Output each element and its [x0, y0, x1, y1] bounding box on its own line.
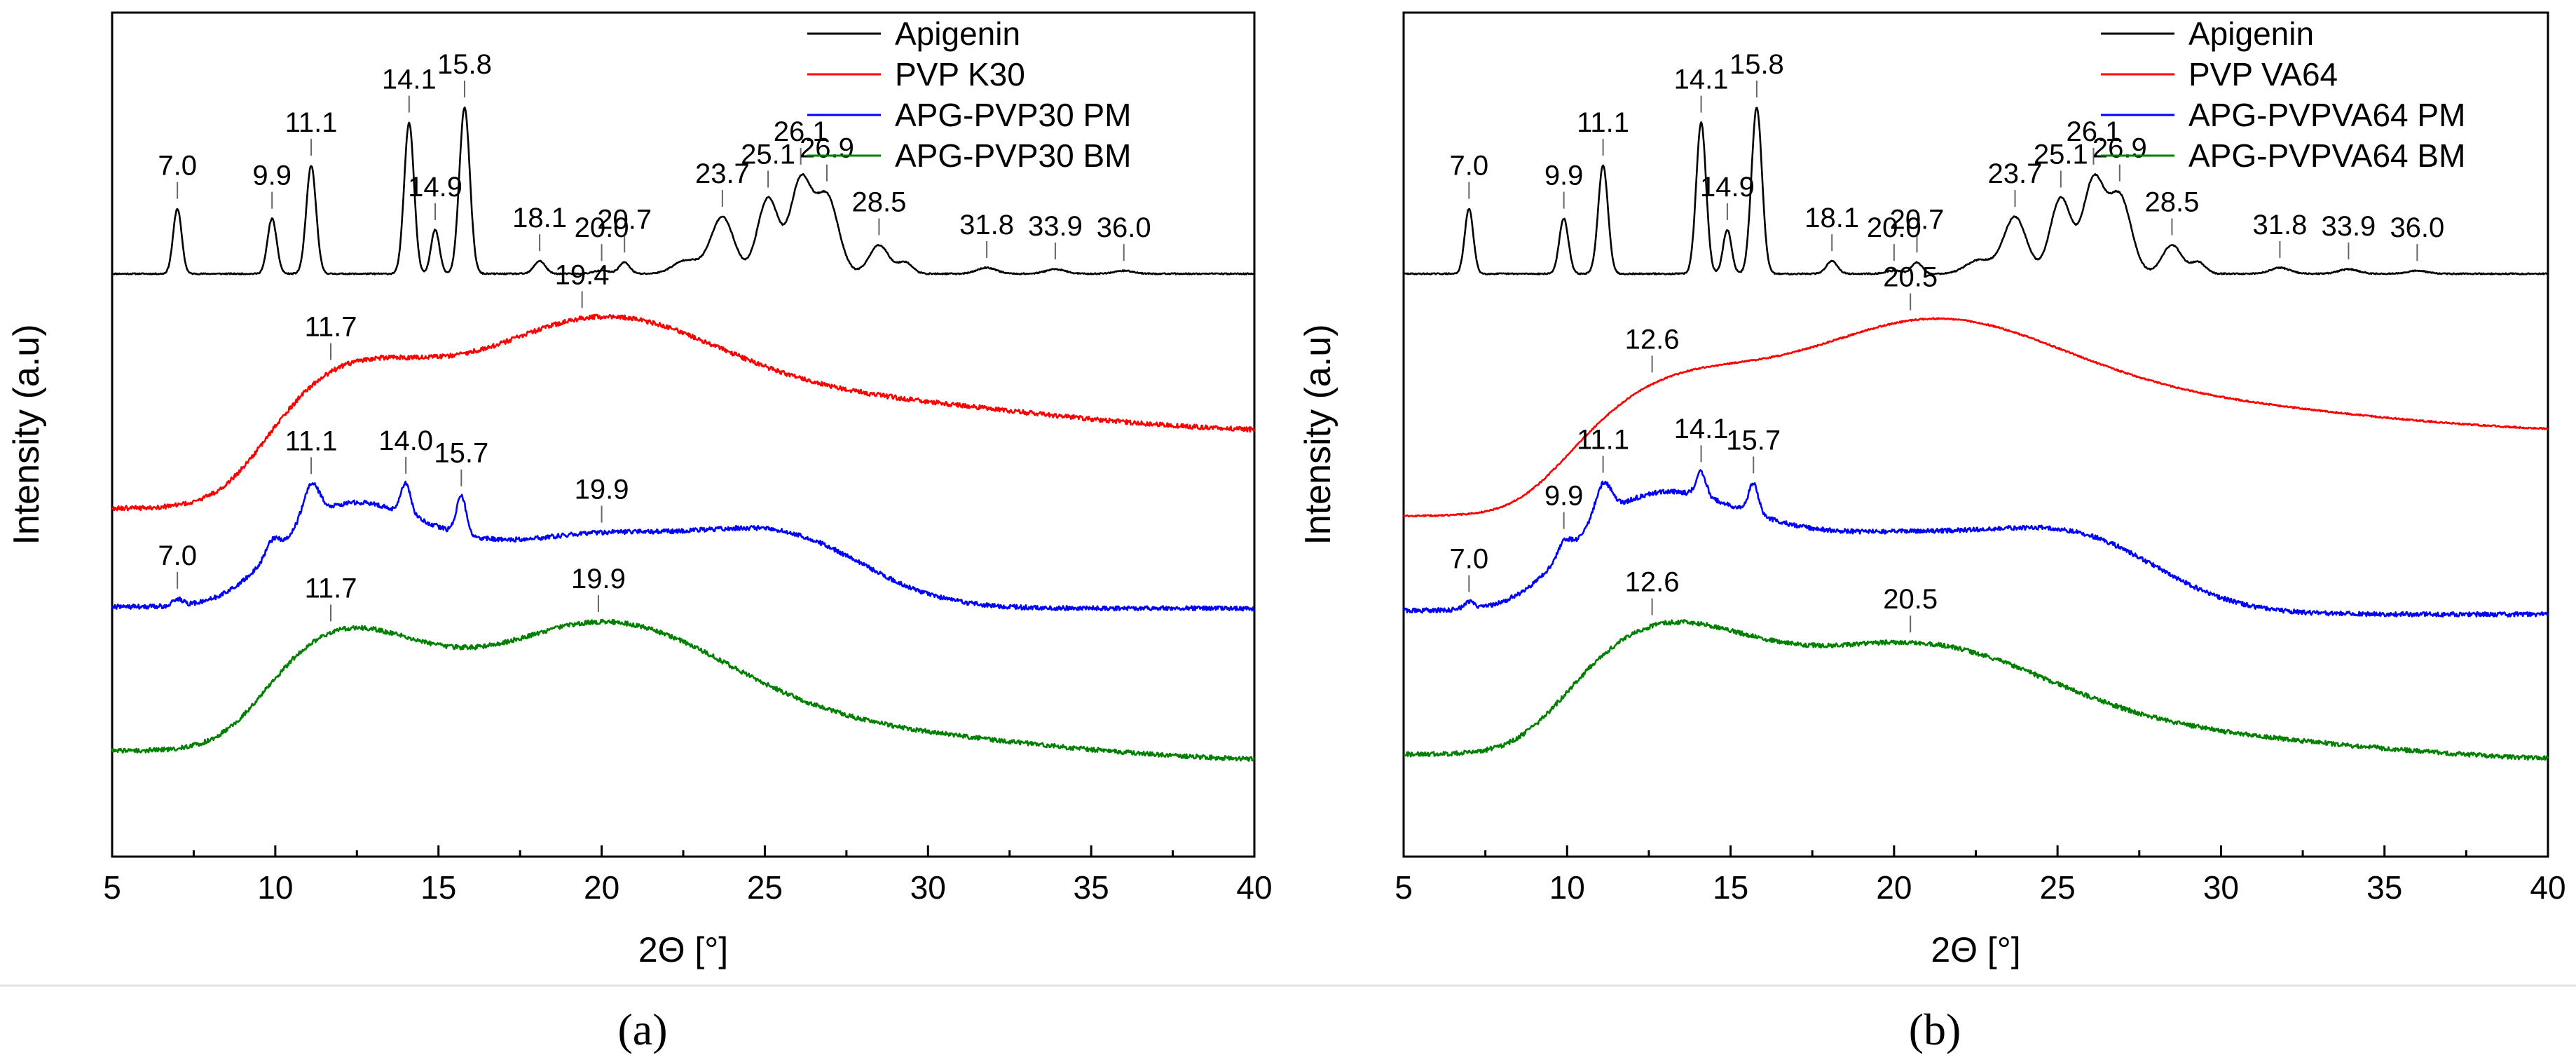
peak-label: 26.1: [774, 116, 828, 147]
x-tick-label: 5: [103, 869, 121, 906]
x-tick-label: 10: [1549, 869, 1585, 906]
panel-b-caption: (b): [1909, 1005, 1961, 1054]
series-line-1: [1402, 317, 2549, 518]
peak-label: 14.0: [378, 426, 433, 456]
legend-label: APG-PVP30 BM: [895, 137, 1131, 174]
peak-label: 33.9: [2321, 211, 2376, 242]
legend-label: PVP K30: [895, 56, 1025, 93]
peak-label: 26.1: [2067, 116, 2121, 147]
x-tick-label: 30: [2203, 869, 2239, 906]
x-tick-label: 25: [747, 869, 783, 906]
peak-label: 18.1: [1804, 203, 1859, 233]
peak-label: 25.1: [2034, 139, 2088, 170]
peak-label: 23.7: [1988, 158, 2043, 189]
peak-label: 14.1: [1674, 414, 1729, 444]
panel-a-caption: (a): [617, 1005, 667, 1054]
peak-label: 14.1: [382, 64, 437, 95]
series-line-1: [111, 313, 1256, 512]
peak-label: 9.9: [1544, 481, 1584, 512]
peak-label: 20.7: [597, 204, 652, 235]
peak-label: 11.1: [285, 107, 338, 138]
peak-label: 11.1: [1577, 424, 1629, 455]
peak-label: 15.8: [437, 49, 492, 80]
y-axis-title: Intensity (a.u): [1298, 324, 1338, 545]
peak-label: 19.4: [555, 259, 610, 290]
peak-label: 7.0: [1450, 543, 1489, 574]
peak-label: 7.0: [1450, 151, 1489, 182]
x-tick-label: 35: [1074, 869, 1109, 906]
peak-label: 9.9: [252, 161, 292, 191]
series-line-2: [111, 480, 1255, 612]
x-tick-label: 40: [1236, 869, 1272, 906]
peak-label: 19.9: [575, 475, 629, 505]
peak-label: 14.1: [1674, 64, 1729, 95]
series-line-3: [1403, 619, 2549, 761]
peak-label: 18.1: [512, 203, 567, 233]
legend-label: APG-PVP30 PM: [895, 97, 1131, 133]
x-tick-label: 20: [584, 869, 619, 906]
peak-label: 12.6: [1625, 567, 1680, 598]
peak-label: 14.9: [1700, 172, 1755, 203]
legend-label: APG-PVPVA64 BM: [2188, 137, 2465, 174]
legend-label: Apigenin: [895, 15, 1020, 52]
panel-a-xrd-chart: 5 10 15 20 25 30 35 40 2Θ [°] Intensity (a.u) 7.0 9…: [6, 11, 1273, 969]
x-tick-label: 15: [1713, 869, 1748, 906]
peak-label: 26.9: [2092, 133, 2147, 164]
peak-label: 15.7: [1726, 425, 1781, 456]
legend-label: PVP VA64: [2188, 56, 2338, 93]
peak-label: 31.8: [959, 210, 1014, 240]
peak-label: 19.9: [571, 564, 626, 594]
x-tick-label: 5: [1395, 869, 1413, 906]
x-tick-label: 35: [2366, 869, 2402, 906]
x-tick-label: 15: [420, 869, 456, 906]
y-axis-title: Intensity (a.u): [6, 324, 47, 545]
peak-label: 11.1: [1577, 107, 1629, 138]
peak-label: 9.9: [1544, 161, 1584, 191]
peak-label: 14.9: [408, 172, 463, 203]
peak-label: 28.5: [851, 186, 906, 217]
peak-label: 26.9: [800, 133, 854, 164]
legend-label: Apigenin: [2188, 15, 2314, 52]
peak-label: 23.7: [695, 158, 750, 189]
peak-label: 20.0: [575, 212, 629, 243]
peak-label: 20.7: [1890, 204, 1945, 235]
peak-label: 15.7: [434, 438, 488, 469]
peak-label: 28.5: [2145, 186, 2200, 217]
x-tick-label: 25: [2040, 869, 2076, 906]
peak-label: 25.1: [741, 139, 795, 170]
x-tick-label: 40: [2530, 869, 2565, 906]
x-tick-label: 30: [910, 869, 946, 906]
peak-label: 11.7: [305, 573, 357, 604]
peak-label: 7.0: [158, 540, 197, 571]
peak-label: 20.5: [1883, 262, 1938, 293]
x-axis-title: 2Θ [°]: [638, 930, 728, 969]
peak-label: 20.0: [1867, 212, 1921, 243]
peak-label: 11.7: [305, 311, 357, 342]
peak-label: 15.8: [1729, 49, 1784, 80]
peak-label: 36.0: [1097, 212, 1151, 243]
peak-label: 36.0: [2390, 212, 2444, 243]
peak-label: 33.9: [1028, 211, 1083, 242]
series-line-3: [111, 618, 1256, 762]
peak-label: 7.0: [158, 151, 197, 182]
peak-label: 20.5: [1883, 584, 1938, 615]
peak-label: 31.8: [2252, 210, 2307, 240]
series-line-2: [1402, 469, 2549, 618]
x-tick-label: 20: [1876, 869, 1912, 906]
peak-label: 11.1: [285, 426, 338, 456]
series-line-0: [1403, 107, 2549, 275]
x-axis-title: 2Θ [°]: [1931, 930, 2020, 969]
series-line-0: [111, 107, 1255, 275]
peak-label: 12.6: [1625, 324, 1680, 355]
x-tick-label: 10: [257, 869, 293, 906]
legend-label: APG-PVPVA64 PM: [2188, 97, 2465, 133]
panel-b-xrd-chart: 5 10 15 20 25 30 35 40 2Θ [°] Intensity (a.u) 7.0 9…: [1298, 11, 2566, 969]
